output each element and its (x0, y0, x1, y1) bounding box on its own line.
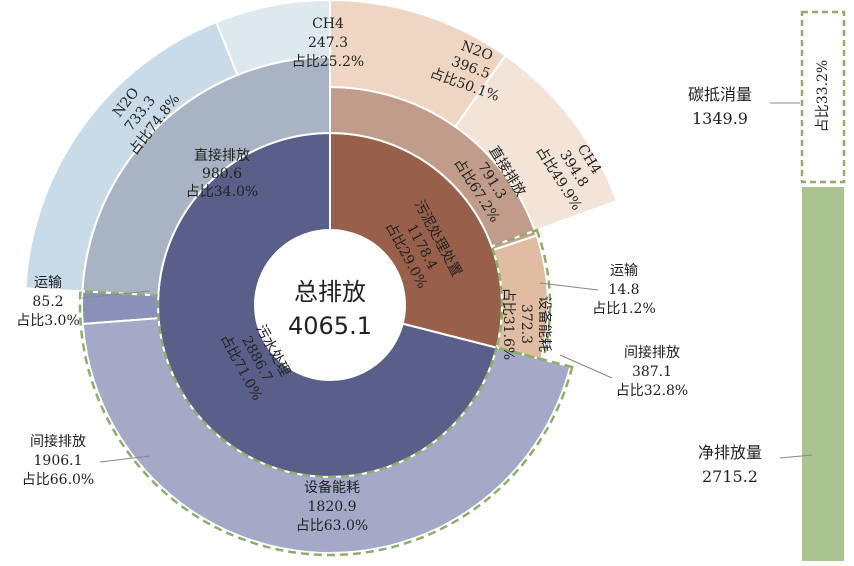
label-ww-transport-value: 85.2 (32, 294, 63, 310)
label-ww-direct-name: 直接排放 (194, 147, 250, 164)
label-ww-ch4-value: 247.3 (308, 35, 348, 51)
label-sl-energy-name: 设备能耗 (536, 296, 553, 352)
label-sl-energy-percent: 占比31.6% (500, 288, 516, 360)
net-bar (802, 187, 844, 561)
net-label-value: 2715.2 (702, 467, 758, 486)
label-sl-indirect: 间接排放 387.1 占比32.8% (616, 344, 688, 399)
label-ww-direct-value: 980.6 (202, 166, 242, 182)
label-ww-transport-name: 运输 (34, 275, 62, 291)
mid-seg-ww-energy (81, 317, 572, 554)
label-ww-energy: 设备能耗 1820.9 占比63.0% (296, 479, 368, 534)
indirect-dashed-outlines (78, 228, 574, 557)
offset-label-name: 碳抵消量 (688, 85, 752, 104)
label-sl-indirect-value: 387.1 (632, 364, 672, 380)
label-ww-indirect-percent: 占比66.0% (22, 472, 94, 488)
dashed-sl-indirect (490, 228, 552, 362)
label-sl-transport-value: 14.8 (608, 282, 639, 298)
center-value: 4065.1 (288, 312, 372, 340)
label-ww-indirect-name: 间接排放 (30, 433, 86, 450)
label-ww-ch4-percent: 占比25.2% (292, 54, 364, 70)
label-ww-ch4: CH4 247.3 占比25.2% (292, 16, 364, 70)
label-ww-energy-value: 1820.9 (308, 499, 357, 515)
offset-label-value: 1349.9 (692, 109, 748, 128)
label-ww-direct: 直接排放 980.6 占比34.0% (186, 147, 258, 200)
center-hole (258, 233, 402, 377)
label-sl-transport: 运输 14.8 占比1.2% (592, 263, 656, 317)
label-ww-transport: 运输 85.2 占比3.0% (16, 275, 80, 329)
outer-seg-sl-ch4 (453, 54, 619, 232)
center-title: 总排放 (294, 278, 366, 306)
label-sl-indirect-name: 间接排放 (624, 344, 680, 361)
label-sl-energy-value: 372.3 (518, 304, 534, 344)
offset-bar-percent: 占比33.2% (815, 60, 831, 132)
label-ww-indirect: 间接排放 1906.1 占比66.0% (22, 433, 94, 488)
offset-bar (800, 10, 846, 184)
label-ww-energy-name: 设备能耗 (304, 479, 360, 496)
label-ww-ch4-name: CH4 (312, 16, 344, 32)
label-sl-indirect-percent: 占比32.8% (616, 383, 688, 399)
leader-ww-indirect (99, 455, 151, 463)
leader-sl-transport (539, 282, 599, 291)
label-ww-indirect-value: 1906.1 (34, 453, 83, 469)
leader-net (779, 454, 813, 459)
net-label-name: 净排放量 (698, 443, 762, 462)
label-ww-transport-percent: 占比3.0% (16, 313, 80, 329)
label-sl-transport-percent: 占比1.2% (592, 301, 656, 317)
label-sl-transport-name: 运输 (610, 263, 638, 279)
label-ww-direct-percent: 占比34.0% (186, 184, 258, 200)
dashed-ww-indirect (78, 289, 574, 557)
label-sl-energy: 设备能耗 372.3 占比31.6% (500, 288, 553, 360)
rings-group (24, 0, 619, 554)
label-ww-energy-percent: 占比63.0% (296, 518, 368, 534)
leader-ww-transport (81, 290, 151, 299)
leader-sl-indirect (559, 354, 613, 379)
